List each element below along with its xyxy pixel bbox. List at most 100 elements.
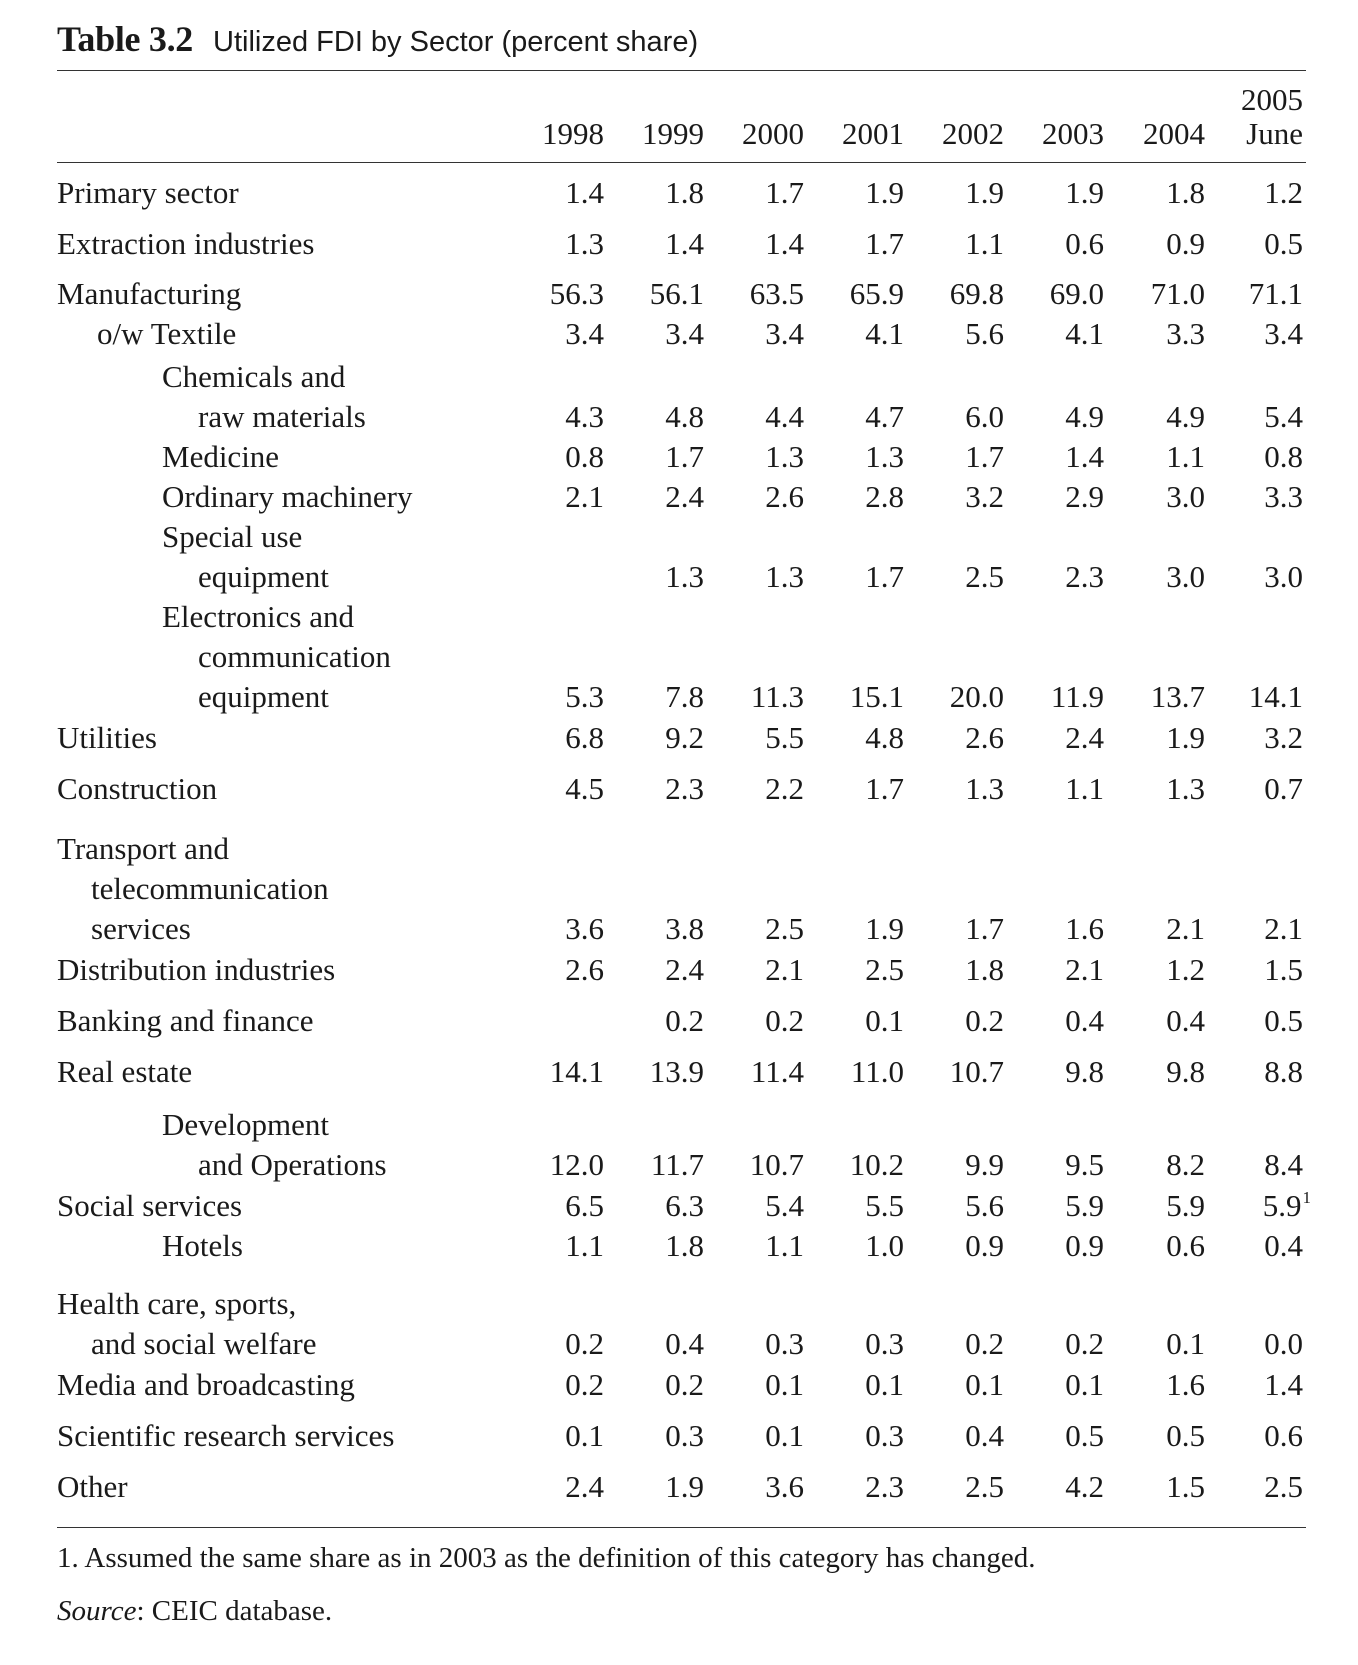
table-cell: 1.8	[1105, 173, 1205, 213]
table-cell: 1.7	[804, 224, 904, 264]
cell-value: 0.2	[765, 1003, 804, 1038]
table-cell: 0.7	[1203, 769, 1303, 809]
table-cell: 1.7	[904, 437, 1004, 477]
cell-value: 5.5	[765, 720, 804, 755]
table-cell: 0.1	[1105, 1324, 1205, 1364]
cell-value: 9.9	[965, 1147, 1004, 1182]
table-cell: 3.3	[1203, 477, 1303, 517]
cell-value: 0.2	[665, 1367, 704, 1402]
table-cell: 0.1	[704, 1416, 804, 1456]
table-cell: 9.8	[1004, 1052, 1104, 1092]
table-cell: 0.1	[1004, 1365, 1104, 1405]
cell-value: 4.8	[865, 720, 904, 755]
row-label: Development	[162, 1107, 330, 1142]
cell-value: 4.9	[1166, 399, 1205, 434]
cell-value: 2.1	[765, 952, 804, 987]
table-cell: 2.4	[604, 950, 704, 990]
cell-value: 1.5	[1264, 952, 1303, 987]
cell-value: 3.4	[565, 316, 604, 351]
row-label: Media and broadcasting	[57, 1367, 355, 1402]
table-cell: 0.4	[1203, 1226, 1303, 1266]
table-cell: 5.4	[704, 1186, 804, 1226]
cell-value: 5.9	[1065, 1188, 1104, 1223]
cell-value: 2.1	[1166, 911, 1205, 946]
table-cell: 56.1	[604, 274, 704, 314]
cell-value: 4.9	[1065, 399, 1104, 434]
table-cell: 69.8	[904, 274, 1004, 314]
table-cell: 12.0	[504, 1145, 604, 1185]
table-cell: 9.8	[1105, 1052, 1205, 1092]
header-rule	[57, 162, 1306, 163]
cell-value: 1.1	[765, 1228, 804, 1263]
cell-value: 2.3	[1065, 559, 1104, 594]
cell-value: 0.9	[1166, 226, 1205, 261]
cell-value: 11.9	[1050, 679, 1104, 714]
cell-value: 4.3	[565, 399, 604, 434]
cell-value: 1.7	[965, 439, 1004, 474]
footnote-marker: 1	[1302, 1188, 1312, 1207]
cell-value: 1.9	[665, 1469, 704, 1504]
cell-value: 2.1	[1264, 911, 1303, 946]
table-cell: 0.1	[804, 1365, 904, 1405]
cell-value: 1.7	[865, 559, 904, 594]
cell-value: 1.9	[865, 175, 904, 210]
cell-value: 0.4	[1264, 1228, 1303, 1263]
table-cell: 2.5	[804, 950, 904, 990]
cell-value: 1.3	[1166, 771, 1205, 806]
table-cell: 0.1	[804, 1001, 904, 1041]
cell-value: 2.1	[565, 479, 604, 514]
table-cell: 0.2	[604, 1365, 704, 1405]
cell-value: 8.8	[1264, 1054, 1303, 1089]
cell-value: 5.5	[865, 1188, 904, 1223]
cell-value: 0.3	[865, 1418, 904, 1453]
table-cell: 2.1	[704, 950, 804, 990]
cell-value: 0.6	[1264, 1418, 1303, 1453]
cell-value: 2.5	[965, 559, 1004, 594]
column-header: 1999	[642, 116, 704, 151]
cell-value: 5.6	[965, 1188, 1004, 1223]
cell-value: 8.4	[1264, 1147, 1303, 1182]
table-cell: 14.1	[1203, 677, 1303, 717]
table-cell: 56.3	[504, 274, 604, 314]
cell-value: 3.0	[1166, 479, 1205, 514]
table-cell: 1.9	[1105, 718, 1205, 758]
cell-value: 2.1	[1065, 952, 1104, 987]
table-cell: 6.5	[504, 1186, 604, 1226]
table-cell: 4.9	[1105, 397, 1205, 437]
top-rule	[57, 70, 1306, 71]
table-cell: 4.5	[504, 769, 604, 809]
cell-value: 1.7	[865, 771, 904, 806]
table-cell: 5.9	[1004, 1186, 1104, 1226]
cell-value: 2.2	[765, 771, 804, 806]
cell-value: 2.6	[565, 952, 604, 987]
table-cell: 0.3	[704, 1324, 804, 1364]
table-cell: 0.4	[1105, 1001, 1205, 1041]
table-cell: 1.8	[604, 173, 704, 213]
row-label: equipment	[198, 559, 329, 594]
row-label: telecommunication	[91, 871, 329, 906]
cell-value: 1.7	[965, 911, 1004, 946]
source-text: : CEIC database.	[136, 1595, 333, 1627]
table-cell: 6.0	[904, 397, 1004, 437]
cell-value: 0.1	[1166, 1326, 1205, 1361]
table-cell: 10.2	[804, 1145, 904, 1185]
cell-value: 0.2	[965, 1326, 1004, 1361]
row-label: Special use	[162, 519, 303, 554]
cell-value: 0.3	[865, 1326, 904, 1361]
cell-value: 1.2	[1264, 175, 1303, 210]
cell-value: 1.3	[765, 439, 804, 474]
cell-value: 69.0	[1049, 276, 1104, 311]
table-cell: 1.2	[1105, 950, 1205, 990]
table-cell: 2.6	[904, 718, 1004, 758]
cell-value: 1.8	[1166, 175, 1205, 210]
row-label: Medicine	[162, 439, 280, 474]
cell-value: 0.8	[1264, 439, 1303, 474]
row-label: Distribution industries	[57, 952, 336, 987]
row-label: and Operations	[198, 1147, 387, 1182]
cell-value: 1.3	[865, 439, 904, 474]
table-cell: 0.5	[1105, 1416, 1205, 1456]
cell-value: 11.3	[750, 679, 804, 714]
table-cell: 0.5	[1203, 1001, 1303, 1041]
cell-value: 5.4	[1264, 399, 1303, 434]
table-cell: 11.7	[604, 1145, 704, 1185]
